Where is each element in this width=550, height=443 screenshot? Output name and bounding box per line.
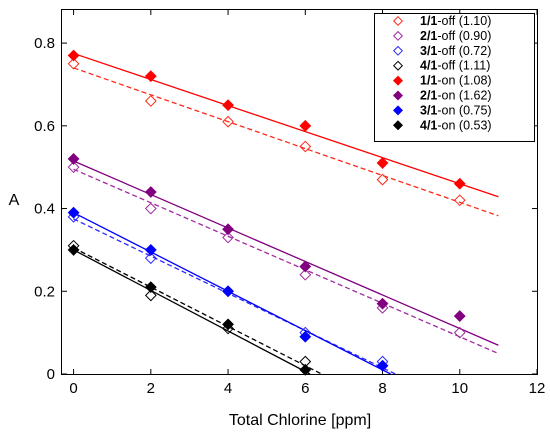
legend-marker (392, 60, 404, 71)
legend-label: 1/1-off (1.10) (420, 14, 491, 28)
legend-suffix: -off (0.72) (437, 44, 491, 58)
fit-line (73, 247, 322, 375)
data-point (222, 231, 234, 244)
legend-label: 2/1-on (1.62) (420, 89, 492, 103)
x-tick-label: 6 (301, 380, 309, 397)
fit-line (73, 218, 396, 375)
x-tick-label: 8 (378, 380, 386, 397)
data-point (222, 318, 234, 331)
legend-marker (392, 45, 404, 56)
data-point (453, 194, 466, 207)
plot-frame (61, 9, 538, 375)
legend-marker (392, 15, 404, 27)
fit-line (73, 67, 499, 217)
legend-label: 1/1-on (1.08) (420, 74, 492, 88)
legend-suffix: -off (1.11) (437, 59, 490, 73)
legend-ratio: 2/1 (420, 29, 437, 43)
legend-ratio: 3/1 (420, 44, 437, 58)
data-point (222, 115, 234, 128)
legend-ratio: 3/1 (420, 103, 437, 117)
x-tick-label: 4 (224, 380, 232, 397)
legend-ratio: 4/1 (420, 118, 437, 132)
x-tick-label: 10 (451, 380, 468, 397)
y-axis-title: A (9, 192, 20, 209)
legend: 1/1-off (1.10)2/1-off (0.90)3/1-off (0.7… (374, 13, 535, 142)
fit-line (73, 160, 499, 346)
data-point (376, 173, 389, 186)
y-tick-label: 0.8 (34, 35, 55, 52)
y-tick-label: 0.4 (34, 201, 55, 218)
legend-label: 3/1-off (0.72) (420, 44, 491, 58)
legend-label: 4/1-on (0.53) (420, 118, 492, 132)
legend-suffix: -on (0.75) (437, 103, 491, 117)
data-point (144, 95, 157, 107)
legend-marker (392, 75, 404, 86)
legend-suffix: -on (0.53) (437, 118, 491, 132)
legend-ratio: 1/1 (420, 74, 437, 88)
legend-marker (392, 90, 404, 101)
data-point (299, 268, 312, 281)
fit-lines (73, 52, 499, 375)
x-tick-label: 2 (147, 380, 155, 397)
legend-marker (392, 30, 404, 41)
data-point (222, 285, 234, 298)
fit-line (73, 168, 499, 355)
data-point (67, 49, 80, 62)
legend-ratio: 1/1 (420, 14, 437, 28)
data-point (67, 206, 80, 219)
legend-label: 2/1-off (0.90) (420, 29, 491, 43)
data-point (144, 289, 157, 302)
data-point (67, 244, 80, 256)
legend-suffix: -off (0.90) (437, 29, 491, 43)
y-tick-label: 0 (47, 366, 55, 383)
fit-line (73, 249, 311, 375)
data-point (144, 281, 157, 294)
data-point (299, 260, 312, 273)
x-tick-label: 12 (529, 380, 546, 397)
data-point (299, 363, 312, 376)
legend-suffix: -on (1.62) (437, 89, 491, 103)
data-points (67, 49, 466, 376)
fit-line (73, 52, 499, 198)
data-point (299, 119, 312, 132)
fit-line (73, 212, 391, 375)
data-point (376, 359, 389, 372)
data-point (299, 140, 312, 153)
x-axis-title: Total Chlorine [ppm] (229, 412, 371, 429)
legend-marker (392, 105, 404, 116)
data-point (453, 326, 466, 339)
x-tick-label: 0 (69, 380, 77, 397)
data-point (144, 186, 157, 198)
data-point (67, 153, 80, 165)
legend-marker (392, 120, 404, 131)
data-point (144, 70, 157, 83)
legend-label: 4/1-off (1.11) (420, 59, 490, 73)
y-tick-label: 0.6 (34, 118, 55, 135)
data-point (67, 161, 80, 174)
legend-ratio: 4/1 (420, 59, 437, 73)
data-point (299, 330, 312, 343)
data-point (67, 57, 80, 70)
data-point (222, 223, 234, 236)
data-point (453, 177, 466, 190)
data-point (376, 297, 389, 310)
data-point (144, 244, 157, 256)
data-point (144, 252, 157, 265)
y-tick-label: 0.2 (34, 283, 55, 300)
legend-suffix: -on (1.08) (437, 74, 491, 88)
legend-ratio: 2/1 (420, 89, 437, 103)
data-point (222, 99, 234, 112)
legend-suffix: -off (1.10) (437, 14, 491, 28)
data-point (376, 157, 389, 169)
data-point (453, 310, 466, 322)
legend-label: 3/1-on (0.75) (420, 103, 492, 117)
data-point (144, 202, 157, 215)
